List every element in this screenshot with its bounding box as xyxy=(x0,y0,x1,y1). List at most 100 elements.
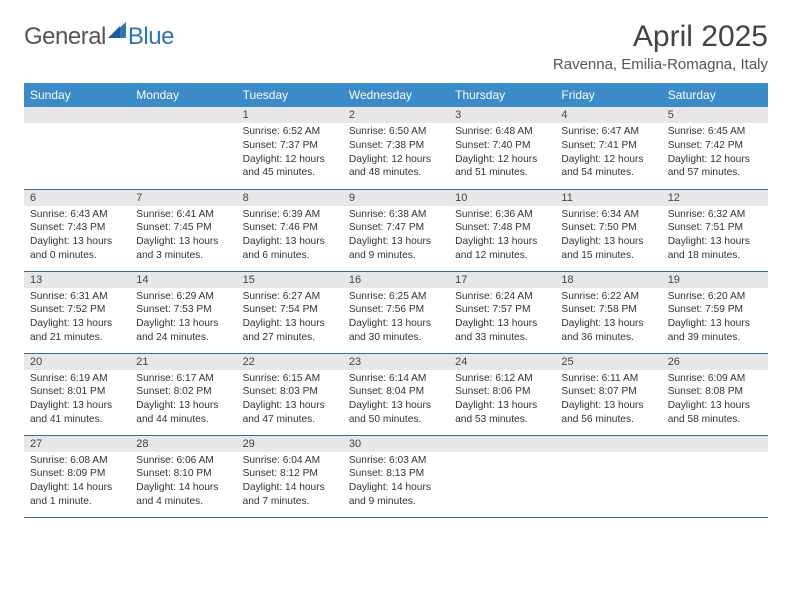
day-content: Sunrise: 6:43 AMSunset: 7:43 PMDaylight:… xyxy=(24,206,130,269)
day-number: 13 xyxy=(24,272,130,288)
day-content: Sunrise: 6:32 AMSunset: 7:51 PMDaylight:… xyxy=(662,206,768,269)
day-info-line: Daylight: 13 hours and 15 minutes. xyxy=(561,235,655,263)
day-number: 2 xyxy=(343,107,449,123)
day-content: Sunrise: 6:11 AMSunset: 8:07 PMDaylight:… xyxy=(555,370,661,433)
calendar-day-cell: 22Sunrise: 6:15 AMSunset: 8:03 PMDayligh… xyxy=(237,353,343,435)
day-info-line: Sunset: 7:48 PM xyxy=(455,221,549,235)
day-info-line: Daylight: 12 hours and 51 minutes. xyxy=(455,153,549,181)
calendar-day-cell: 14Sunrise: 6:29 AMSunset: 7:53 PMDayligh… xyxy=(130,271,236,353)
day-info-line: Daylight: 13 hours and 21 minutes. xyxy=(30,317,124,345)
day-number: 29 xyxy=(237,436,343,452)
day-number xyxy=(555,436,661,452)
day-number: 10 xyxy=(449,190,555,206)
day-info-line: Sunrise: 6:43 AM xyxy=(30,208,124,222)
day-number: 7 xyxy=(130,190,236,206)
day-content: Sunrise: 6:12 AMSunset: 8:06 PMDaylight:… xyxy=(449,370,555,433)
day-info-line: Sunrise: 6:14 AM xyxy=(349,372,443,386)
day-content: Sunrise: 6:50 AMSunset: 7:38 PMDaylight:… xyxy=(343,123,449,186)
day-info-line: Daylight: 13 hours and 53 minutes. xyxy=(455,399,549,427)
day-info-line: Sunset: 7:50 PM xyxy=(561,221,655,235)
day-info-line: Sunrise: 6:36 AM xyxy=(455,208,549,222)
day-info-line: Daylight: 13 hours and 56 minutes. xyxy=(561,399,655,427)
calendar-day-cell: 4Sunrise: 6:47 AMSunset: 7:41 PMDaylight… xyxy=(555,107,661,189)
day-info-line: Sunset: 7:51 PM xyxy=(668,221,762,235)
day-content: Sunrise: 6:36 AMSunset: 7:48 PMDaylight:… xyxy=(449,206,555,269)
day-info-line: Sunset: 7:57 PM xyxy=(455,303,549,317)
day-content: Sunrise: 6:24 AMSunset: 7:57 PMDaylight:… xyxy=(449,288,555,351)
day-number xyxy=(24,107,130,123)
page-header: General Blue April 2025 Ravenna, Emilia-… xyxy=(24,20,768,73)
day-info-line: Sunrise: 6:27 AM xyxy=(243,290,337,304)
day-info-line: Sunrise: 6:17 AM xyxy=(136,372,230,386)
day-content: Sunrise: 6:14 AMSunset: 8:04 PMDaylight:… xyxy=(343,370,449,433)
day-content: Sunrise: 6:15 AMSunset: 8:03 PMDaylight:… xyxy=(237,370,343,433)
day-info-line: Sunrise: 6:52 AM xyxy=(243,125,337,139)
day-number: 9 xyxy=(343,190,449,206)
day-info-line: Daylight: 13 hours and 58 minutes. xyxy=(668,399,762,427)
weekday-header: Thursday xyxy=(449,83,555,107)
calendar-day-cell: 21Sunrise: 6:17 AMSunset: 8:02 PMDayligh… xyxy=(130,353,236,435)
calendar-day-cell: 24Sunrise: 6:12 AMSunset: 8:06 PMDayligh… xyxy=(449,353,555,435)
day-number: 24 xyxy=(449,354,555,370)
day-number: 15 xyxy=(237,272,343,288)
day-info-line: Sunset: 8:08 PM xyxy=(668,385,762,399)
day-info-line: Sunrise: 6:04 AM xyxy=(243,454,337,468)
day-content: Sunrise: 6:03 AMSunset: 8:13 PMDaylight:… xyxy=(343,452,449,515)
day-info-line: Sunset: 7:58 PM xyxy=(561,303,655,317)
calendar-day-cell: 6Sunrise: 6:43 AMSunset: 7:43 PMDaylight… xyxy=(24,189,130,271)
day-number: 25 xyxy=(555,354,661,370)
day-number: 19 xyxy=(662,272,768,288)
day-info-line: Sunrise: 6:06 AM xyxy=(136,454,230,468)
calendar-day-cell: 29Sunrise: 6:04 AMSunset: 8:12 PMDayligh… xyxy=(237,435,343,517)
calendar-week-row: 20Sunrise: 6:19 AMSunset: 8:01 PMDayligh… xyxy=(24,353,768,435)
calendar-day-cell: 9Sunrise: 6:38 AMSunset: 7:47 PMDaylight… xyxy=(343,189,449,271)
day-info-line: Daylight: 13 hours and 12 minutes. xyxy=(455,235,549,263)
day-number: 20 xyxy=(24,354,130,370)
day-info-line: Sunrise: 6:22 AM xyxy=(561,290,655,304)
calendar-day-cell: 20Sunrise: 6:19 AMSunset: 8:01 PMDayligh… xyxy=(24,353,130,435)
day-info-line: Sunset: 7:38 PM xyxy=(349,139,443,153)
day-info-line: Sunrise: 6:41 AM xyxy=(136,208,230,222)
day-info-line: Sunset: 7:47 PM xyxy=(349,221,443,235)
day-content: Sunrise: 6:06 AMSunset: 8:10 PMDaylight:… xyxy=(130,452,236,515)
day-info-line: Daylight: 14 hours and 4 minutes. xyxy=(136,481,230,509)
calendar-table: Sunday Monday Tuesday Wednesday Thursday… xyxy=(24,83,768,518)
weekday-header: Monday xyxy=(130,83,236,107)
day-number: 21 xyxy=(130,354,236,370)
calendar-day-cell: 30Sunrise: 6:03 AMSunset: 8:13 PMDayligh… xyxy=(343,435,449,517)
day-info-line: Sunrise: 6:25 AM xyxy=(349,290,443,304)
month-title: April 2025 xyxy=(553,20,768,54)
day-info-line: Sunset: 7:40 PM xyxy=(455,139,549,153)
calendar-day-cell xyxy=(24,107,130,189)
day-info-line: Sunrise: 6:12 AM xyxy=(455,372,549,386)
day-info-line: Sunset: 7:43 PM xyxy=(30,221,124,235)
day-info-line: Sunrise: 6:08 AM xyxy=(30,454,124,468)
calendar-day-cell: 15Sunrise: 6:27 AMSunset: 7:54 PMDayligh… xyxy=(237,271,343,353)
day-info-line: Sunset: 7:45 PM xyxy=(136,221,230,235)
day-info-line: Daylight: 13 hours and 18 minutes. xyxy=(668,235,762,263)
day-content: Sunrise: 6:41 AMSunset: 7:45 PMDaylight:… xyxy=(130,206,236,269)
day-info-line: Daylight: 13 hours and 9 minutes. xyxy=(349,235,443,263)
day-info-line: Daylight: 13 hours and 0 minutes. xyxy=(30,235,124,263)
title-block: April 2025 Ravenna, Emilia-Romagna, Ital… xyxy=(553,20,768,73)
day-info-line: Sunset: 7:52 PM xyxy=(30,303,124,317)
calendar-day-cell xyxy=(130,107,236,189)
day-info-line: Daylight: 12 hours and 45 minutes. xyxy=(243,153,337,181)
day-info-line: Sunset: 8:04 PM xyxy=(349,385,443,399)
calendar-day-cell: 11Sunrise: 6:34 AMSunset: 7:50 PMDayligh… xyxy=(555,189,661,271)
day-number: 23 xyxy=(343,354,449,370)
day-info-line: Daylight: 12 hours and 57 minutes. xyxy=(668,153,762,181)
day-info-line: Sunset: 7:37 PM xyxy=(243,139,337,153)
calendar-day-cell: 17Sunrise: 6:24 AMSunset: 7:57 PMDayligh… xyxy=(449,271,555,353)
day-info-line: Sunrise: 6:29 AM xyxy=(136,290,230,304)
day-number: 12 xyxy=(662,190,768,206)
calendar-day-cell: 8Sunrise: 6:39 AMSunset: 7:46 PMDaylight… xyxy=(237,189,343,271)
day-number: 8 xyxy=(237,190,343,206)
day-info-line: Sunrise: 6:34 AM xyxy=(561,208,655,222)
day-content: Sunrise: 6:34 AMSunset: 7:50 PMDaylight:… xyxy=(555,206,661,269)
calendar-day-cell: 1Sunrise: 6:52 AMSunset: 7:37 PMDaylight… xyxy=(237,107,343,189)
calendar-day-cell: 12Sunrise: 6:32 AMSunset: 7:51 PMDayligh… xyxy=(662,189,768,271)
logo: General Blue xyxy=(24,20,174,54)
day-number xyxy=(449,436,555,452)
day-info-line: Sunset: 8:07 PM xyxy=(561,385,655,399)
